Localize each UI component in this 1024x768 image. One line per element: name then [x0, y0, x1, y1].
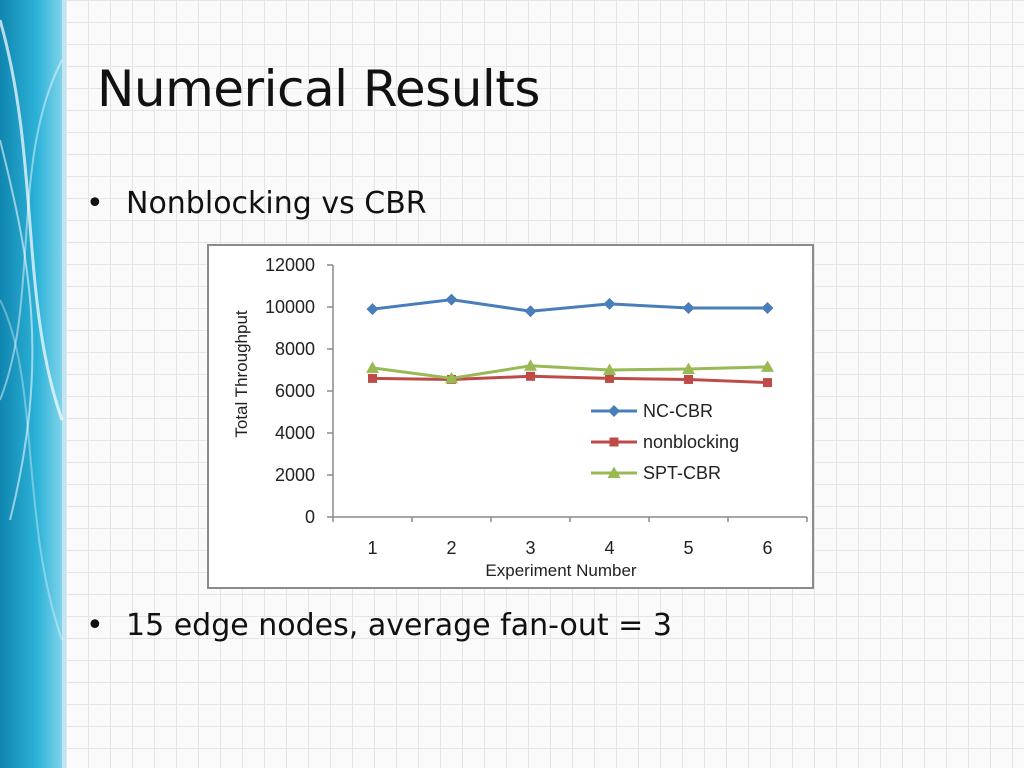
data-point-nc-cbr [524, 305, 537, 318]
data-point-nc-cbr [603, 297, 616, 310]
data-point-nonblocking [684, 374, 693, 384]
legend-marker-nc-cbr [608, 405, 620, 417]
chart-axes [332, 265, 807, 518]
bullet-glyph: • [86, 186, 104, 221]
data-point-nc-cbr [761, 302, 774, 315]
legend-label-nonblocking: nonblocking [643, 432, 739, 452]
data-point-spt-cbr [761, 360, 774, 372]
y-tick-label: 6000 [275, 381, 315, 401]
data-point-nonblocking [368, 373, 377, 383]
data-point-spt-cbr [524, 359, 537, 371]
data-point-nonblocking [605, 373, 614, 383]
bullet-glyph: • [86, 608, 104, 643]
y-tick-label: 0 [305, 507, 315, 527]
chart-frame: 0 2000 4000 6000 8000 10000 12000 1 2 3 4 5 6 NC-CBR… [207, 244, 814, 589]
y-tick-label: 12000 [265, 255, 315, 275]
bullet-text: Nonblocking vs CBR [126, 186, 427, 221]
legend-marker-spt-cbr [607, 466, 621, 478]
series-line-nonblocking [372, 374, 768, 385]
legend-label-spt-cbr: SPT-CBR [643, 463, 721, 483]
x-tick-label: 1 [367, 538, 377, 558]
x-axis-title: Experiment Number [485, 561, 637, 580]
y-tick-label: 10000 [265, 297, 315, 317]
series-line-spt-cbr [372, 364, 768, 380]
sidebar-decoration [0, 0, 66, 768]
series-line-nc-cbr [372, 298, 768, 313]
chart-ticks: 0 2000 4000 6000 8000 10000 12000 1 2 3 4 5 6 [265, 255, 808, 558]
bullet-item: • Nonblocking vs CBR [86, 186, 427, 221]
legend-label-nc-cbr: NC-CBR [643, 401, 713, 421]
data-point-nc-cbr [445, 293, 458, 306]
x-tick-label: 3 [525, 538, 535, 558]
y-axis-title: Total Throughput [232, 310, 251, 438]
slide-title: Numerical Results [97, 60, 540, 118]
data-point-nc-cbr [682, 302, 695, 315]
bullet-text: 15 edge nodes, average fan-out = 3 [126, 608, 672, 643]
chart-series [366, 293, 774, 388]
data-point-spt-cbr [445, 371, 458, 384]
y-tick-label: 4000 [275, 423, 315, 443]
chart-legend: NC-CBR nonblocking SPT-CBR [591, 401, 739, 483]
bullet-item: • 15 edge nodes, average fan-out = 3 [86, 608, 672, 643]
x-tick-label: 6 [762, 538, 772, 558]
data-point-nonblocking [526, 371, 535, 381]
data-point-spt-cbr [603, 363, 616, 375]
y-tick-label: 2000 [275, 465, 315, 485]
data-point-spt-cbr [366, 361, 379, 373]
x-tick-label: 2 [446, 538, 456, 558]
data-point-nonblocking [763, 378, 772, 388]
data-point-spt-cbr [682, 362, 695, 374]
y-tick-label: 8000 [275, 339, 315, 359]
data-point-nc-cbr [366, 303, 379, 316]
x-tick-label: 4 [604, 538, 614, 558]
legend-marker-nonblocking [609, 437, 619, 447]
x-tick-label: 5 [683, 538, 693, 558]
line-chart: 0 2000 4000 6000 8000 10000 12000 1 2 3 4 5 6 NC-CBR… [232, 255, 808, 580]
